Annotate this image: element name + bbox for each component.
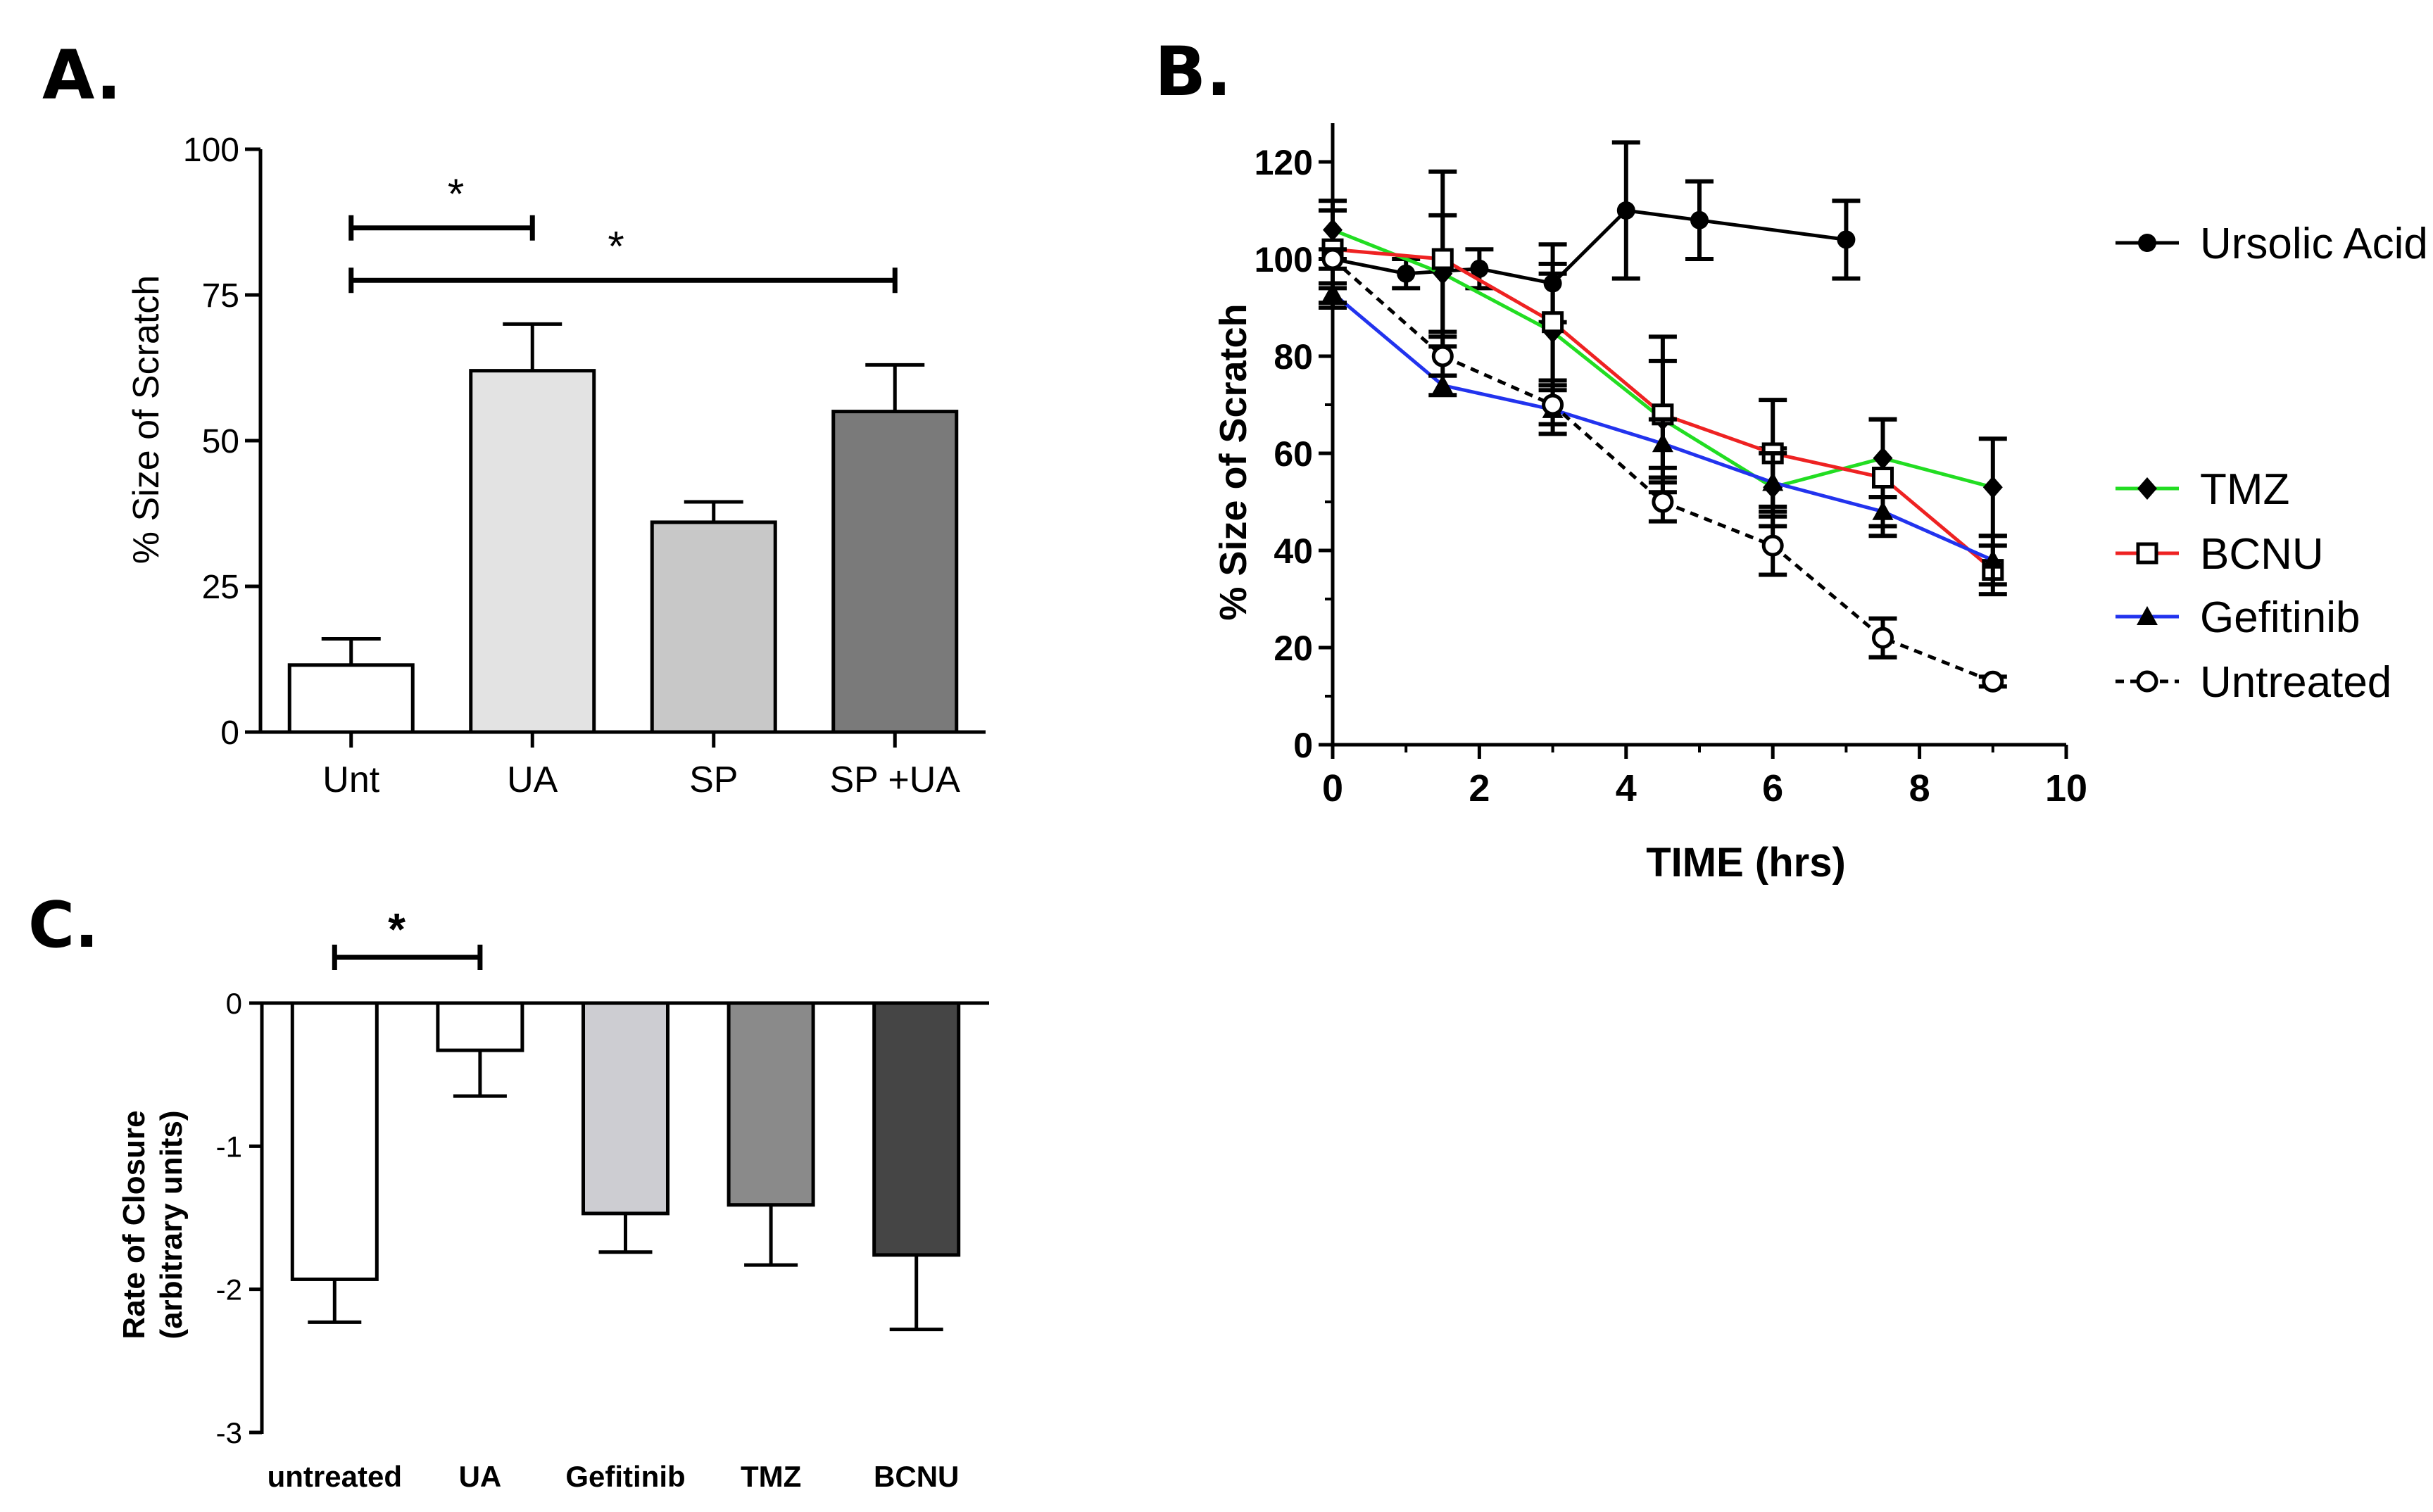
panel-a-y-tick-label: 25 <box>202 569 239 606</box>
panel-c-bar <box>727 1001 815 1207</box>
panel-b-point-bcnu <box>1431 248 1454 270</box>
panel-b-point-gefitinib <box>1982 549 2004 569</box>
panel-b-point-gefitinib <box>1432 374 1454 394</box>
panel-a-significance-star: * <box>608 222 624 270</box>
panel-b-point-bcnu <box>1542 311 1564 334</box>
panel-b-point-ursolic-acid <box>1470 259 1489 278</box>
panel-b-x-tick-label: 8 <box>1909 767 1930 809</box>
legend-entry-ursolic-acid: Ursolic Acid <box>2115 220 2428 268</box>
panel-b-point-gefitinib <box>1322 282 1343 302</box>
panel-c-y-tick-label: -2 <box>216 1273 242 1306</box>
legend-entry-tmz: TMZ <box>2115 465 2289 514</box>
panel-c-y-tick-label: -1 <box>216 1130 242 1163</box>
panel-b-series-bcnu <box>1319 169 2007 597</box>
panel-b-point-untreated <box>1431 345 1454 367</box>
legend-label: Untreated <box>2200 658 2391 707</box>
panel-b-point-gefitinib <box>1652 433 1673 453</box>
panel-b-x-tick-label: 0 <box>1322 767 1343 809</box>
legend-swatch-marker <box>2137 606 2158 625</box>
panel-c-x-tick-label: UA <box>459 1460 502 1493</box>
panel-c-y-axis-label: Rate of Closure <box>117 1110 151 1339</box>
panel-b-point-gefitinib <box>1762 472 1784 491</box>
panel-b-point-untreated <box>1542 393 1564 416</box>
panel-b-x-axis-label: TIME (hrs) <box>1646 840 1846 886</box>
panel-c-x-tick-label: BCNU <box>874 1460 959 1493</box>
panel-a-bar <box>469 369 596 734</box>
panel-b-x-tick-label: 2 <box>1469 767 1490 809</box>
panel-b-point-ursolic-acid <box>1397 264 1416 283</box>
panel-a-label: A. <box>42 36 122 115</box>
panel-a-bar <box>831 410 959 734</box>
panel-b-y-axis-label: % Size of Scratch <box>1212 303 1255 620</box>
panel-b-y-tick-label: 0 <box>1293 726 1313 765</box>
panel-b-x-tick-label: 4 <box>1616 767 1637 809</box>
legend-swatch-marker <box>2137 477 2157 500</box>
panel-c: C. Rate of Closure (arbitrary units) 0 -1… <box>28 888 989 1493</box>
panel-c-y-axis-label-units: (arbitrary units) <box>154 1110 189 1339</box>
legend-swatch-marker <box>2138 234 2156 252</box>
panel-a-x-tick-label: SP <box>689 760 738 800</box>
panel-a-x-tick-label: Unt <box>322 760 379 800</box>
panel-a: A. % Size of Scratch 0 25 50 75 100 Unt UA SP SP… <box>42 36 986 800</box>
panel-b-y-tick-label: 40 <box>1274 531 1313 571</box>
panel-a-y-tick-label: 100 <box>183 132 239 169</box>
panel-c-significance-star: * <box>388 904 406 955</box>
panel-b-x-tick-label: 10 <box>2045 767 2087 809</box>
panel-b-y-tick-label: 120 <box>1255 143 1313 182</box>
panel-b-label: B. <box>1155 32 1232 111</box>
panel-b-point-gefitinib <box>1872 500 1894 520</box>
panel-b-point-bcnu <box>1872 467 1894 489</box>
legend-entry-untreated: Untreated <box>2115 658 2391 707</box>
panel-b-point-untreated <box>1761 534 1784 557</box>
panel-a-x-tick-label: SP +UA <box>830 760 961 800</box>
panel-b-series-ursolic-acid <box>1319 140 1861 325</box>
panel-c-bar <box>872 1001 961 1257</box>
panel-b-point-untreated <box>1982 670 2004 693</box>
panel-c-x-tick-label: untreated <box>268 1460 402 1493</box>
legend-swatch-marker <box>2136 542 2158 565</box>
panel-a-y-axis-label: % Size of Scratch <box>126 275 167 564</box>
panel-a-bar <box>650 520 777 734</box>
panel-a-significance-star: * <box>448 170 464 218</box>
legend-entry-bcnu: BCNU <box>2115 530 2324 579</box>
panel-b-point-ursolic-acid <box>1616 201 1635 220</box>
panel-b-y-tick-label: 80 <box>1274 337 1313 377</box>
panel-c-x-tick-label: Gefitinib <box>565 1460 685 1493</box>
panel-b-point-untreated <box>1652 491 1674 513</box>
panel-b-series-untreated <box>1319 247 2007 693</box>
panel-c-bar <box>581 1001 669 1216</box>
panel-c-bar <box>436 1001 524 1052</box>
panel-b-y-tick-label: 100 <box>1255 240 1313 279</box>
panel-b-point-ursolic-acid <box>1690 210 1709 229</box>
panel-b-series-gefitinib <box>1319 281 2007 587</box>
panel-a-y-tick-label: 50 <box>202 423 239 460</box>
legend-label: Gefitinib <box>2200 593 2360 642</box>
panel-a-y-tick-label: 0 <box>220 714 239 752</box>
panel-b-point-ursolic-acid <box>1837 230 1856 249</box>
panel-b-point-untreated <box>1872 626 1894 649</box>
panel-b-point-tmz <box>1982 476 2003 499</box>
panel-b: B. % Size of Scratch TIME (hrs) 02040608… <box>1155 32 2428 886</box>
panel-b-y-tick-label: 60 <box>1274 434 1313 474</box>
panel-b-x-tick-label: 6 <box>1762 767 1783 809</box>
panel-a-y-tick-label: 75 <box>202 277 239 315</box>
panel-c-bar <box>290 1001 379 1281</box>
panel-c-y-tick-label: -3 <box>216 1416 242 1449</box>
panel-c-x-tick-label: TMZ <box>741 1460 801 1493</box>
legend-entry-gefitinib: Gefitinib <box>2115 593 2360 642</box>
legend-swatch-marker <box>2136 670 2158 693</box>
panel-b-y-tick-label: 20 <box>1274 629 1313 668</box>
panel-a-x-tick-label: UA <box>507 760 558 800</box>
legend-label: TMZ <box>2200 465 2289 514</box>
panel-b-point-untreated <box>1321 248 1344 270</box>
legend-label: Ursolic Acid <box>2200 220 2428 268</box>
panel-a-bar <box>287 663 415 734</box>
legend-label: BCNU <box>2200 530 2324 579</box>
panel-c-y-tick-label: 0 <box>226 987 242 1020</box>
panel-c-label: C. <box>28 888 99 962</box>
